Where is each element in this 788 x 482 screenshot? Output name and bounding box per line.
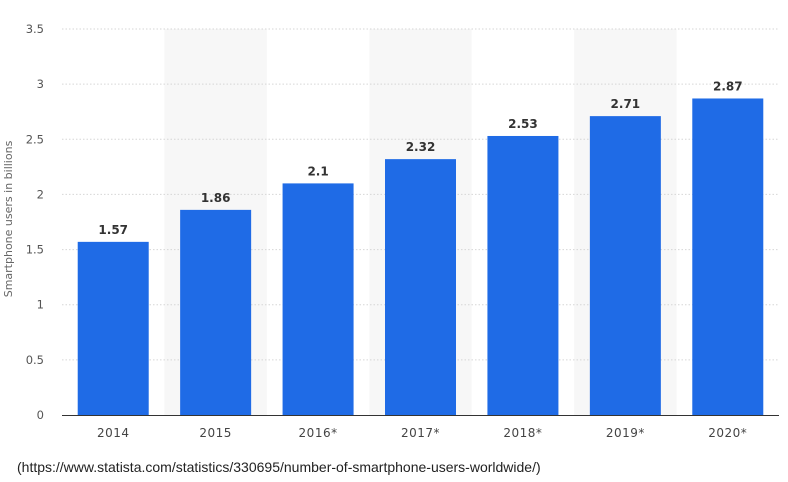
y-tick-label: 2 [37,187,44,201]
value-labels: 1.57 1.86 2.1 2.32 2.53 2.71 2.87 [98,79,742,236]
x-axis-labels: 2014 2015 2016* 2017* 2018* 2019* 2020* [97,426,747,440]
value-label: 2.87 [713,79,743,93]
value-label: 2.71 [611,97,641,111]
value-label: 2.32 [406,140,436,154]
value-label: 1.86 [201,191,231,205]
y-axis-title: Smartphone users in billions [2,140,15,297]
x-tick-label: 2017* [401,426,440,440]
x-tick-label: 2018* [503,426,542,440]
bar [282,183,354,415]
y-tick-label: 3 [37,77,44,91]
y-tick-label: 1.5 [26,243,44,257]
bar [589,116,661,415]
x-tick-label: 2016* [299,426,338,440]
source-link[interactable]: (https://www.statista.com/statistics/330… [17,459,541,475]
value-label: 2.1 [307,164,328,178]
value-label: 2.53 [508,117,538,131]
bar [692,98,764,415]
value-label: 1.57 [98,223,128,237]
y-tick-label: 0 [37,408,44,422]
bar [180,209,252,415]
y-tick-label: 3.5 [26,22,44,36]
x-tick-label: 2014 [97,426,130,440]
x-tick-label: 2019* [606,426,645,440]
x-tick-label: 2020* [708,426,747,440]
bar [77,241,149,415]
y-tick-label: 0.5 [26,353,44,367]
bar-chart: 00.511.522.533.5 1.571.862.12.322.532.71… [2,22,779,440]
x-tick-label: 2015 [199,426,232,440]
y-axis-ticks: 0 0.5 1 1.5 2 2.5 3 3.5 [26,22,44,422]
bar [385,159,456,415]
bars [77,98,764,415]
y-tick-label: 1 [37,298,44,312]
y-tick-label: 2.5 [26,132,44,146]
bar [487,135,559,415]
